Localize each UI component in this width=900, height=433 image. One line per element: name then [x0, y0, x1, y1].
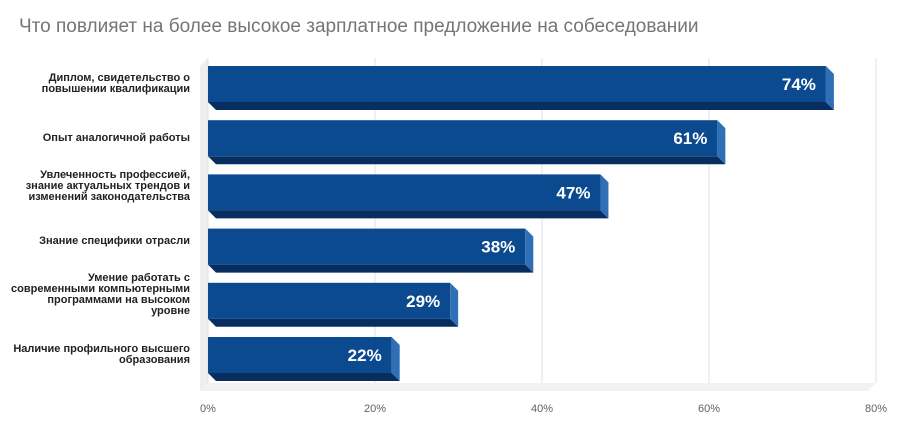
bar-bottom-face [208, 264, 534, 273]
category-label: Наличие профильного высшего образования [13, 343, 190, 366]
category-label: Знание специфики отрасли [39, 234, 190, 247]
bar-side-face [717, 120, 726, 165]
category-label: Диплом, свидетельство о повышении квалиф… [41, 72, 190, 95]
bar-side-face [391, 337, 400, 381]
bar-bottom-face [208, 156, 726, 165]
bar-bottom-face [208, 373, 400, 381]
x-tick-label: 80% [865, 403, 887, 415]
bar-value-label: 74% [782, 75, 816, 94]
bar-value-label: 22% [348, 346, 382, 365]
bar-value-label: 47% [556, 183, 590, 202]
x-tick-label: 60% [698, 403, 720, 415]
bar-bottom-face [208, 318, 459, 327]
category-label: Опыт аналогичной работы [42, 131, 190, 144]
bar-side-face [600, 174, 609, 219]
bar [208, 228, 526, 265]
bar-side-face [450, 282, 459, 327]
x-tick-label: 40% [531, 403, 553, 415]
bar [208, 174, 601, 211]
chart-title: Что повлияет на более высокое зарплатное… [19, 16, 699, 37]
bar [208, 66, 826, 102]
bar-bottom-face [208, 102, 834, 110]
axis-wall [200, 58, 208, 391]
bar-side-face [825, 66, 834, 110]
bar [208, 120, 718, 157]
bar-bottom-face [208, 210, 609, 219]
bar [208, 282, 451, 319]
category-label: Увлеченность профессией, знание актуальн… [25, 169, 190, 204]
bar-value-label: 29% [406, 292, 440, 311]
bar-side-face [525, 228, 534, 273]
x-tick-label: 20% [364, 403, 386, 415]
bar-value-label: 38% [481, 238, 515, 257]
category-label: Умение работать с современными компьютер… [11, 272, 190, 318]
bar-value-label: 61% [673, 129, 707, 148]
bar [208, 337, 392, 373]
x-tick-label: 0% [200, 403, 216, 415]
axis-floor [200, 383, 876, 391]
